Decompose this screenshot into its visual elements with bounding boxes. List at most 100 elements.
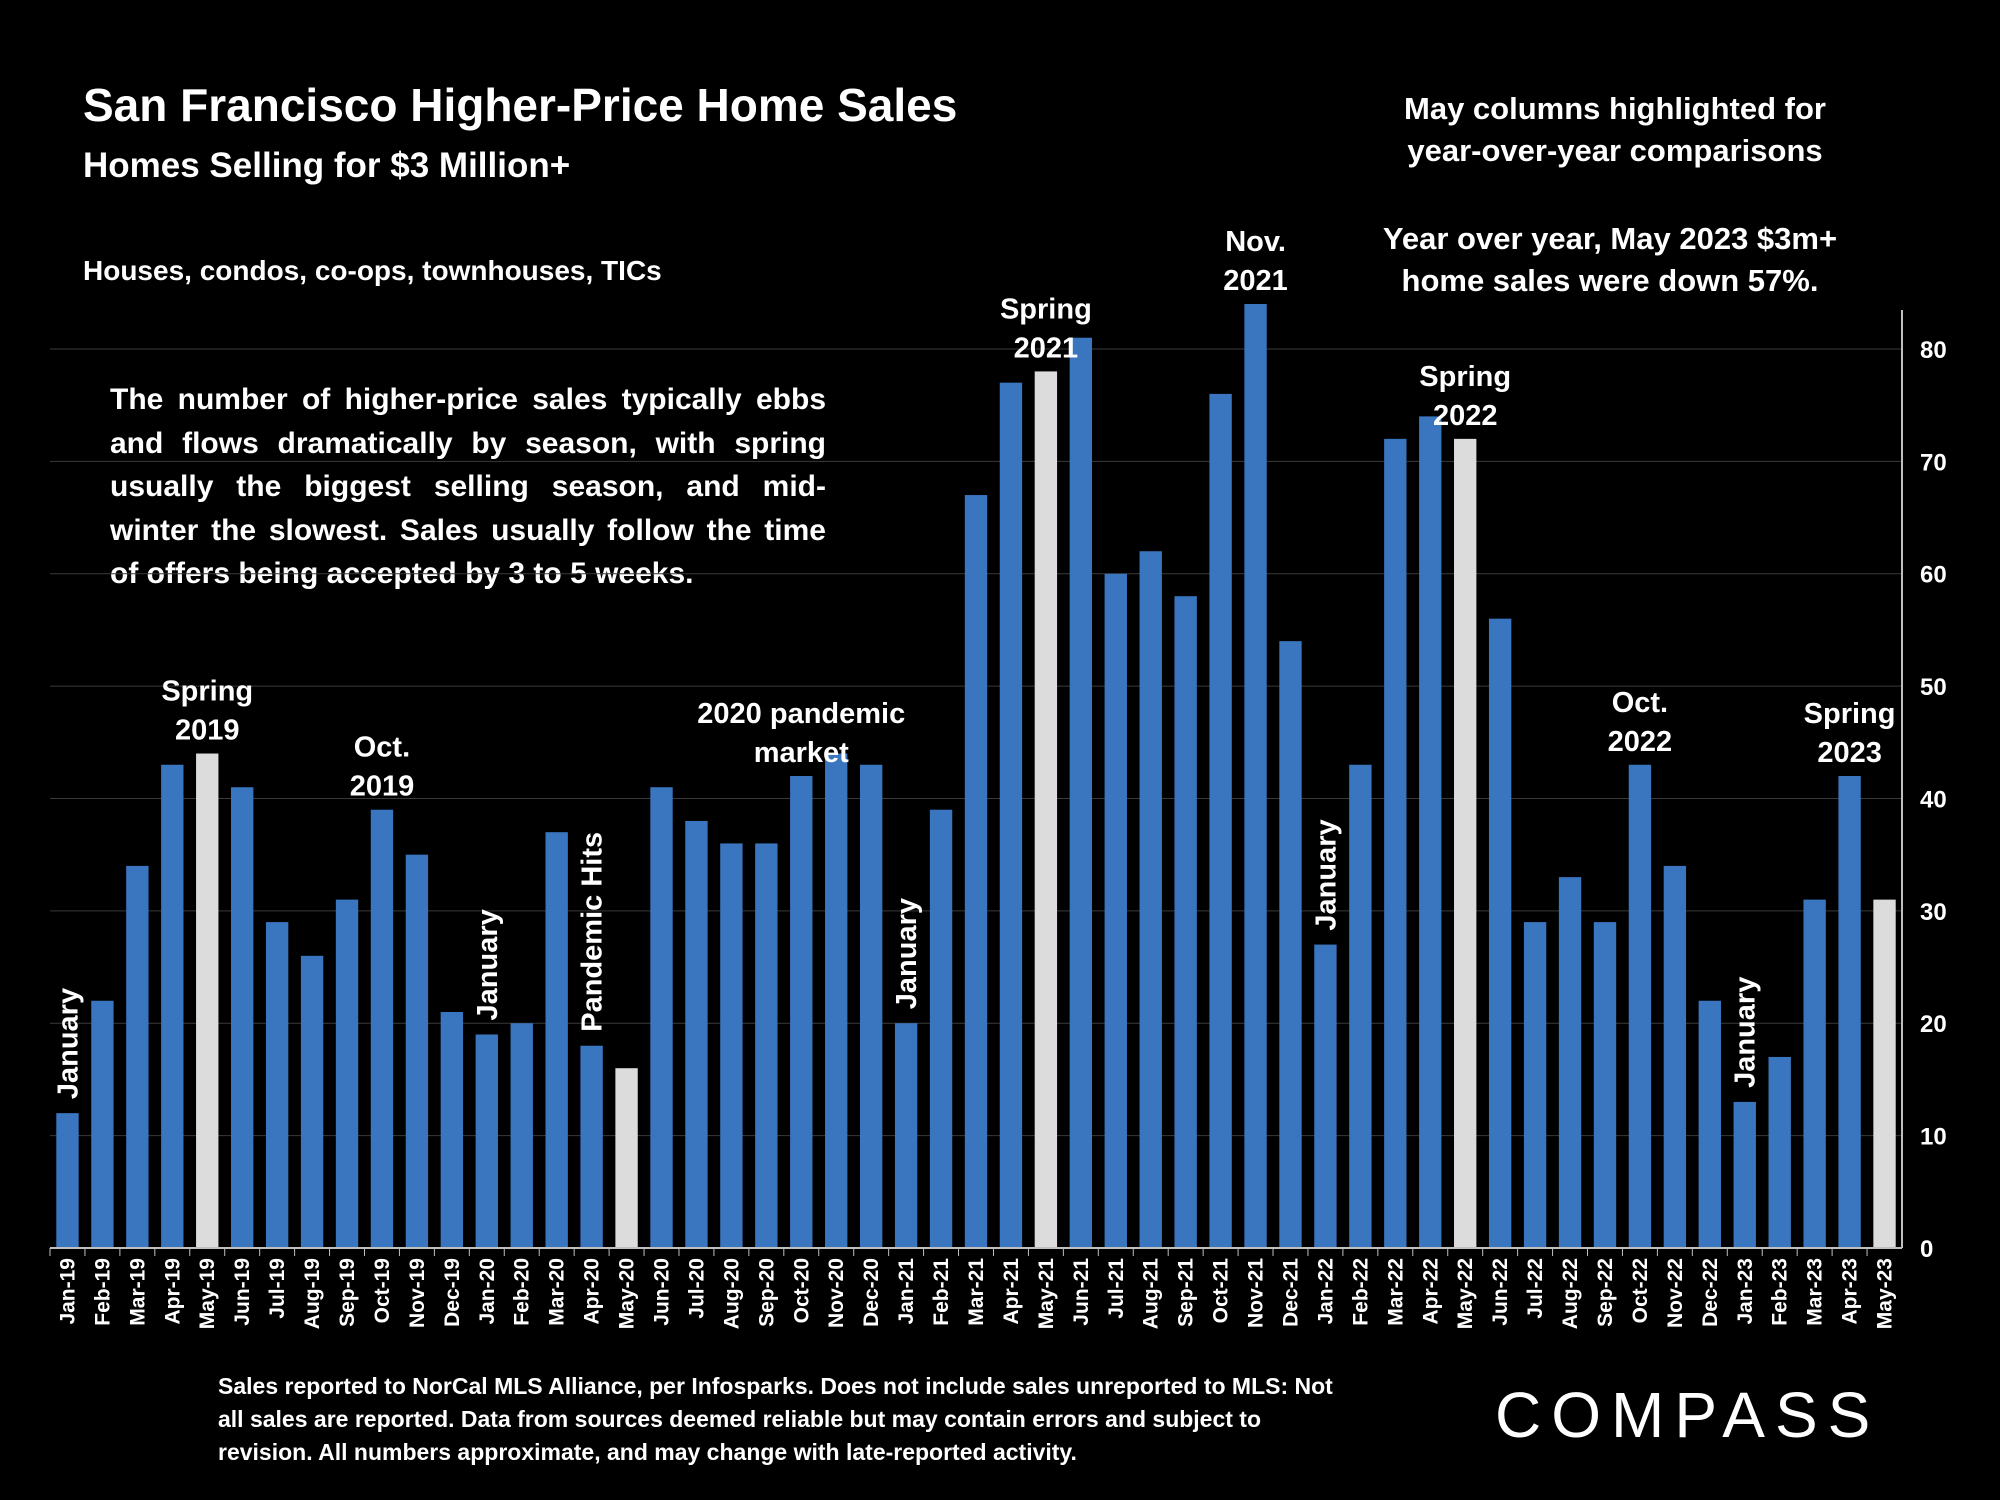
bar-feb-22 — [1349, 764, 1372, 1248]
bar-jun-22 — [1488, 618, 1512, 1248]
x-tick-label: Jan-22 — [1314, 1258, 1337, 1325]
x-tick-label: Jan-19 — [56, 1258, 79, 1325]
bar-jan-23 — [1733, 1101, 1756, 1248]
x-tick-label: May-22 — [1454, 1258, 1477, 1329]
x-tick-label: Jul-21 — [1105, 1258, 1128, 1319]
annotation-label: Spring 2021 — [1000, 293, 1092, 364]
bar-dec-20 — [859, 764, 883, 1248]
x-tick-label: Apr-20 — [581, 1258, 604, 1325]
x-tick-label: Apr-21 — [1000, 1258, 1023, 1325]
bar-jun-21 — [1069, 337, 1093, 1248]
x-tick-label: Oct-22 — [1629, 1258, 1652, 1323]
x-tick-label: Sep-19 — [336, 1258, 359, 1327]
x-tick-label: Jan-20 — [476, 1258, 499, 1325]
x-tick-label: Apr-22 — [1419, 1258, 1442, 1325]
bar-sep-21 — [1174, 596, 1197, 1248]
bar-jun-19 — [231, 787, 254, 1248]
y-tick-label: 0 — [1920, 1236, 1933, 1263]
x-tick-label: Sep-22 — [1594, 1258, 1617, 1327]
bar-feb-19 — [91, 1000, 114, 1248]
y-tick-label: 20 — [1920, 1011, 1947, 1038]
y-tick-label: 30 — [1920, 899, 1947, 926]
y-tick-label: 10 — [1920, 1124, 1947, 1151]
bar-oct-21 — [1209, 393, 1232, 1248]
bar-jan-20 — [475, 1034, 498, 1248]
x-tick-label: Oct-20 — [790, 1258, 813, 1323]
bar-nov-19 — [405, 854, 429, 1248]
x-tick-label: Aug-21 — [1140, 1258, 1163, 1329]
bar-sep-22 — [1593, 922, 1617, 1248]
x-tick-label: Jan-23 — [1734, 1258, 1757, 1325]
x-tick-label: Dec-20 — [860, 1258, 883, 1327]
bar-sep-20 — [755, 843, 778, 1248]
x-tick-label: Apr-23 — [1839, 1258, 1862, 1325]
x-tick-label: May-19 — [196, 1258, 219, 1329]
bar-nov-21 — [1244, 304, 1267, 1248]
x-tick-label: Feb-22 — [1349, 1258, 1372, 1326]
bar-mar-23 — [1803, 899, 1826, 1248]
compass-logo: COMPASS — [1495, 1379, 1881, 1451]
yoy-note: Year over year, May 2023 $3m+ home sales… — [1382, 221, 1838, 298]
bar-feb-23 — [1768, 1056, 1791, 1248]
bar-jun-20 — [650, 787, 673, 1248]
x-tick-label: May-23 — [1874, 1258, 1897, 1329]
bar-oct-20 — [790, 776, 813, 1248]
axes — [49, 310, 1903, 1256]
bar-oct-19 — [370, 809, 394, 1248]
bar-nov-22 — [1663, 865, 1687, 1248]
annotation-label: January — [1310, 819, 1342, 930]
x-tick-label: Mar-21 — [965, 1258, 988, 1326]
bar-mar-21 — [964, 495, 988, 1248]
x-tick-label: Oct-21 — [1210, 1258, 1233, 1324]
y-tick-label: 50 — [1920, 674, 1947, 701]
bar-jul-19 — [265, 922, 289, 1248]
x-tick-label: Aug-19 — [301, 1258, 324, 1329]
bar-may-21 — [1034, 371, 1058, 1248]
x-tick-label: May-21 — [1035, 1258, 1058, 1330]
bar-jan-22 — [1314, 944, 1337, 1248]
x-tick-label: Sep-21 — [1175, 1258, 1198, 1327]
x-tick-label: Aug-22 — [1559, 1258, 1582, 1329]
bar-sep-19 — [335, 899, 359, 1248]
annotation-label: Spring 2022 — [1419, 361, 1511, 432]
x-tick-label: Apr-19 — [161, 1258, 184, 1325]
bar-feb-21 — [929, 809, 953, 1248]
x-tick-label: Dec-19 — [441, 1258, 464, 1327]
annotation-label: Spring 2019 — [161, 676, 253, 747]
bar-apr-19 — [161, 764, 184, 1248]
annotations: January Spring 2019 Oct. 2019 January Pandemic… — [52, 226, 1895, 1099]
bar-apr-23 — [1838, 776, 1861, 1248]
source-footnote: Sales reported to NorCal MLS Alliance, p… — [218, 1373, 1333, 1465]
bar-nov-20 — [825, 753, 848, 1248]
x-tick-label: Mar-20 — [546, 1258, 569, 1326]
annotation-label: Pandemic Hits — [577, 832, 609, 1032]
x-tick-label: Jul-22 — [1524, 1258, 1547, 1319]
bar-dec-22 — [1698, 1000, 1721, 1248]
bar-mar-19 — [126, 865, 149, 1248]
bar-jan-19 — [56, 1113, 79, 1248]
x-tick-label: Feb-19 — [91, 1258, 114, 1326]
bar-oct-22 — [1628, 764, 1652, 1248]
bar-dec-19 — [440, 1012, 464, 1248]
bar-mar-20 — [545, 832, 568, 1248]
x-tick-label: May-20 — [616, 1258, 639, 1329]
x-tick-label: Mar-22 — [1384, 1258, 1407, 1326]
y-tick-label: 40 — [1920, 786, 1947, 813]
bar-aug-19 — [300, 955, 324, 1248]
x-tick-label: Jun-21 — [1070, 1258, 1093, 1326]
bar-may-19 — [196, 753, 219, 1248]
bar-aug-20 — [720, 843, 743, 1248]
x-tick-label: Oct-19 — [371, 1258, 394, 1323]
x-tick-label: Nov-22 — [1664, 1258, 1687, 1328]
bar-feb-20 — [510, 1023, 533, 1248]
y-tick-label: 80 — [1920, 337, 1947, 364]
chart-subtitle: Homes Selling for $3 Million+ — [83, 146, 571, 185]
x-tick-label: Dec-22 — [1699, 1258, 1722, 1327]
x-tick-label: Nov-20 — [825, 1258, 848, 1328]
annotation-label: Spring 2023 — [1804, 698, 1896, 769]
y-tick-label: 70 — [1920, 449, 1947, 476]
bar-dec-21 — [1279, 641, 1302, 1248]
bar-jul-20 — [685, 820, 708, 1248]
x-tick-label: Feb-21 — [930, 1258, 953, 1326]
